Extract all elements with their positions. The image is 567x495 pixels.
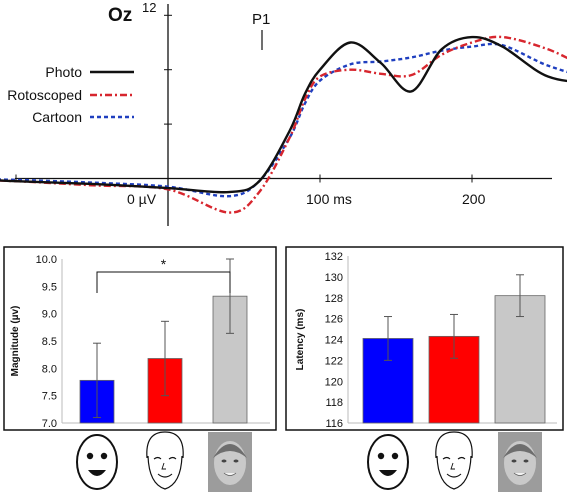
bar-y-tick-label: 126 — [325, 314, 343, 326]
erp-lines — [0, 35, 567, 214]
magnitude-bar-chart: 7.0 7.5 8.0 8.5 9.0 9.5 10.0 Magnitude (µv) * — [3, 246, 277, 492]
rotoscoped-face-nose — [450, 462, 455, 470]
erp-line-photo — [0, 35, 567, 194]
bar-y-tick-label: 118 — [325, 397, 343, 409]
cartoon-face-mouth — [88, 470, 106, 476]
bar-y-axis-label: Latency (ms) — [295, 309, 306, 371]
significance-star: * — [161, 256, 167, 272]
bar-y-tick-label: 124 — [325, 335, 343, 347]
y-axis-max-label: 12 — [142, 0, 156, 15]
cartoon-face-eye — [100, 452, 108, 460]
rotoscoped-face-nose — [161, 462, 166, 470]
significance-bracket — [96, 271, 231, 293]
photo-face-eye — [523, 459, 529, 463]
photo-face-eye — [233, 459, 239, 463]
cartoon-face-mouth — [379, 470, 397, 476]
cartoon-face-eye — [377, 452, 385, 460]
rotoscoped-face-jaw — [436, 455, 472, 490]
latency-plot: 116 118 120 122 124 126 128 130 132 Latency (ms) — [295, 251, 557, 430]
bar-y-axis-label: Magnitude (µv) — [10, 306, 21, 377]
magnitude-panel-frame — [3, 246, 277, 431]
bar-y-tick-label: 120 — [325, 376, 343, 388]
legend-label-photo: Photo — [45, 64, 82, 80]
cartoon-face-outline — [367, 434, 409, 490]
rotoscoped-face-jaw — [147, 455, 183, 490]
bar-y-tick-label: 8.5 — [42, 336, 57, 348]
latency-bar-chart: 116 118 120 122 124 126 128 130 132 Latency (ms) — [285, 246, 564, 492]
bar-y-tick-label: 132 — [325, 251, 343, 263]
erp-x-tick-label: 200 — [462, 191, 486, 207]
bar-y-tick-label: 9.5 — [42, 281, 57, 293]
erp-x-ticks: 100 ms200300400 — [306, 191, 486, 207]
cartoon-face-outline — [76, 434, 118, 490]
legend-label-rotoscoped: Rotoscoped — [7, 87, 82, 103]
electrode-label: Oz — [108, 5, 132, 26]
bar-y-tick-label: 122 — [325, 355, 343, 367]
rotoscoped-face-icon — [435, 431, 473, 490]
bar-y-tick-label: 130 — [325, 272, 343, 284]
photo-face-mouth — [223, 472, 237, 476]
rotoscoped-face-icon — [146, 431, 184, 490]
bar-y-tick-label: 128 — [325, 293, 343, 305]
magnitude-plot: 7.0 7.5 8.0 8.5 9.0 9.5 10.0 Magnitude (µv) * — [10, 254, 270, 430]
erp-line-rotoscoped — [0, 35, 567, 214]
bar-y-tick-label: 7.5 — [42, 391, 57, 403]
rotoscoped-face-mouth — [446, 473, 462, 478]
cartoon-face-eye — [86, 452, 94, 460]
erp-legend: Photo Rotoscoped Cartoon — [7, 64, 134, 125]
photo-face-icon — [208, 432, 252, 492]
photo-face-mouth — [513, 472, 527, 476]
photo-face-eye — [221, 459, 227, 463]
magnitude-stimulus-icons — [76, 431, 252, 492]
rotoscoped-face-hair — [146, 431, 184, 459]
rotoscoped-face-eye — [153, 456, 162, 460]
bar-y-tick-label: 116 — [325, 418, 343, 430]
bar-y-tick-label: 10.0 — [36, 254, 57, 266]
erp-waveform-chart: Oz 12 0 µV 100 ms200300400 P1 Photo Roto… — [0, 0, 567, 226]
rotoscoped-face-eye — [442, 456, 451, 460]
rotoscoped-face-eye — [457, 456, 466, 460]
erp-line-cartoon — [0, 42, 567, 198]
zero-voltage-label: 0 µV — [127, 191, 157, 207]
photo-face-hair — [213, 444, 247, 458]
erp-x-tick-label: 100 ms — [306, 191, 352, 207]
legend-label-cartoon: Cartoon — [32, 109, 82, 125]
photo-face-hair — [503, 444, 537, 458]
rotoscoped-face-hair — [435, 431, 473, 459]
photo-face-icon — [498, 432, 542, 492]
p1-peak-label: P1 — [252, 11, 270, 28]
cartoon-face-icon — [76, 434, 118, 490]
cartoon-face-icon — [367, 434, 409, 490]
latency-stimulus-icons — [367, 431, 542, 492]
cartoon-face-eye — [391, 452, 399, 460]
bar-y-tick-label: 9.0 — [42, 309, 57, 321]
bar-y-tick-label: 7.0 — [42, 418, 57, 430]
bar-y-tick-label: 8.0 — [42, 363, 57, 375]
photo-face-eye — [511, 459, 517, 463]
latency-panel-frame — [285, 246, 564, 431]
rotoscoped-face-eye — [168, 456, 177, 460]
rotoscoped-face-mouth — [157, 473, 173, 478]
